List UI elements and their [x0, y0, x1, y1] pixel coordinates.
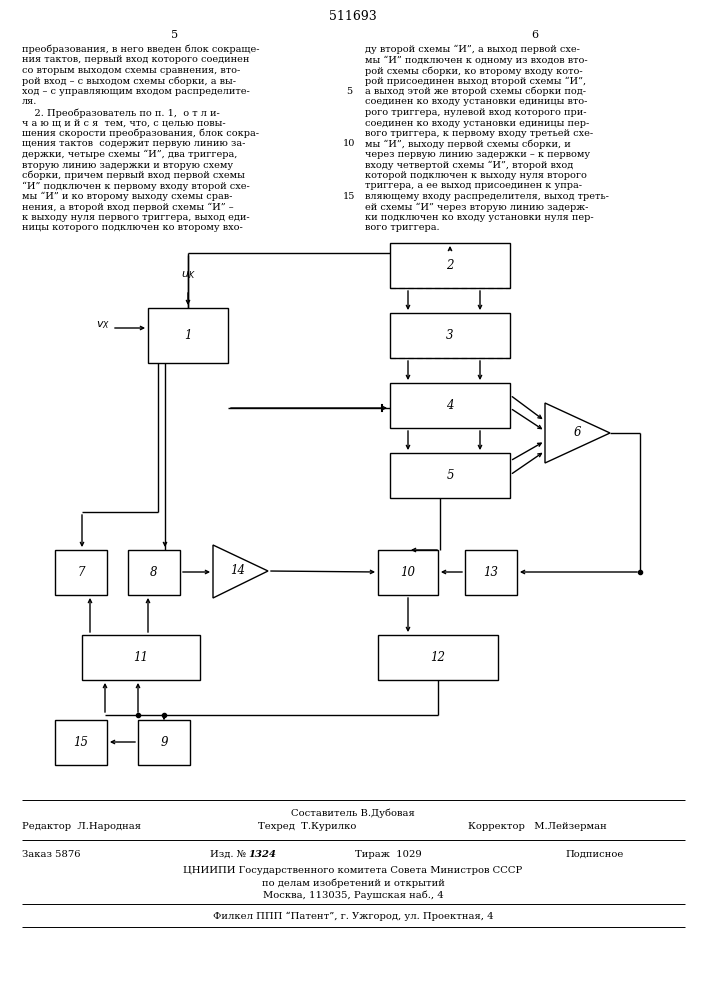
Text: “И” подключен к первому входу второй схе-: “И” подключен к первому входу второй схе… [22, 182, 250, 191]
Bar [378, 550, 438, 595]
Bar [138, 720, 190, 765]
Bar [128, 550, 180, 595]
Bar [390, 383, 510, 428]
Text: соединен ко входу установки единицы пер-: соединен ко входу установки единицы пер- [365, 118, 589, 127]
Text: мы “И” подключен к одному из входов вто-: мы “И” подключен к одному из входов вто- [365, 55, 588, 65]
Text: которой подключен к выходу нуля второго: которой подключен к выходу нуля второго [365, 171, 587, 180]
Text: Редактор  Л.Народная: Редактор Л.Народная [22, 822, 141, 831]
Text: 11: 11 [134, 651, 148, 664]
Text: входу четвертой схемы “И”, второй вход: входу четвертой схемы “И”, второй вход [365, 160, 573, 170]
Polygon shape [213, 545, 268, 598]
Text: 10: 10 [400, 566, 416, 579]
Text: 6: 6 [532, 30, 539, 40]
Text: ч а ю щ и й с я  тем, что, с целью повы-: ч а ю щ и й с я тем, что, с целью повы- [22, 118, 226, 127]
Bar [465, 550, 517, 595]
Bar [378, 635, 498, 680]
Text: 1324: 1324 [248, 850, 276, 859]
Text: 2: 2 [446, 259, 454, 272]
Bar [390, 453, 510, 498]
Text: рой присоединен выход второй схемы “И”,: рой присоединен выход второй схемы “И”, [365, 77, 586, 86]
Bar [55, 720, 107, 765]
Bar [55, 550, 107, 595]
Text: к выходу нуля первого триггера, выход еди-: к выходу нуля первого триггера, выход ед… [22, 213, 250, 222]
Text: сборки, причем первый вход первой схемы: сборки, причем первый вход первой схемы [22, 171, 245, 180]
Text: Заказ 5876: Заказ 5876 [22, 850, 81, 859]
Text: вторую линию задержки и вторую схему: вторую линию задержки и вторую схему [22, 160, 233, 169]
Bar [82, 635, 200, 680]
Text: вого триггера, к первому входу третьей схе-: вого триггера, к первому входу третьей с… [365, 129, 593, 138]
Text: со вторым выходом схемы сравнения, вто-: со вторым выходом схемы сравнения, вто- [22, 66, 240, 75]
Text: шения скорости преобразования, блок сокра-: шения скорости преобразования, блок сокр… [22, 129, 259, 138]
Text: Составитель В.Дубовая: Составитель В.Дубовая [291, 808, 415, 818]
Bar [390, 313, 510, 358]
Text: ницы которого подключен ко второму вхо-: ницы которого подключен ко второму вхо- [22, 224, 243, 232]
Text: 7: 7 [77, 566, 85, 579]
Text: ля.: ля. [22, 98, 37, 106]
Text: 5: 5 [346, 87, 352, 96]
Text: Изд. №: Изд. № [210, 850, 246, 859]
Text: соединен ко входу установки единицы вто-: соединен ко входу установки единицы вто- [365, 98, 588, 106]
Text: ки подключен ко входу установки нуля пер-: ки подключен ко входу установки нуля пер… [365, 213, 594, 222]
Text: Тираж  1029: Тираж 1029 [355, 850, 422, 859]
Text: 8: 8 [151, 566, 158, 579]
Text: 13: 13 [484, 566, 498, 579]
Text: ЦНИИПИ Государственного комитета Совета Министров СССР: ЦНИИПИ Государственного комитета Совета … [183, 866, 522, 875]
Text: 15: 15 [343, 192, 355, 201]
Text: 4: 4 [446, 399, 454, 412]
Text: $u_K$: $u_K$ [181, 269, 195, 281]
Text: 5: 5 [171, 30, 179, 40]
Bar [148, 308, 228, 363]
Bar [390, 243, 510, 288]
Text: рого триггера, нулевой вход которого при-: рого триггера, нулевой вход которого при… [365, 108, 587, 117]
Text: 15: 15 [74, 736, 88, 749]
Text: триггера, а ее выход присоединен к упра-: триггера, а ее выход присоединен к упра- [365, 182, 582, 190]
Text: $v_X$: $v_X$ [96, 319, 110, 331]
Text: 5: 5 [446, 469, 454, 482]
Text: 1: 1 [185, 329, 192, 342]
Text: 511693: 511693 [329, 10, 377, 23]
Text: Филкел ППП “Патент”, г. Ужгород, ул. Проектная, 4: Филкел ППП “Патент”, г. Ужгород, ул. Про… [213, 912, 493, 921]
Text: мы “И” и ко второму выходу схемы срав-: мы “И” и ко второму выходу схемы срав- [22, 192, 233, 201]
Text: 10: 10 [343, 139, 355, 148]
Text: 3: 3 [446, 329, 454, 342]
Text: Техред  Т.Курилко: Техред Т.Курилко [258, 822, 356, 831]
Text: Корректор   М.Лейзерман: Корректор М.Лейзерман [468, 822, 607, 831]
Text: ния тактов, первый вход которого соединен: ния тактов, первый вход которого соедине… [22, 55, 250, 64]
Text: держки, четыре схемы “И”, два триггера,: держки, четыре схемы “И”, два триггера, [22, 150, 238, 159]
Text: мы “И”, выходу первой схемы сборки, и: мы “И”, выходу первой схемы сборки, и [365, 139, 571, 149]
Text: щения тактов  содержит первую линию за-: щения тактов содержит первую линию за- [22, 139, 245, 148]
Text: преобразования, в него введен блок сокраще-: преобразования, в него введен блок сокра… [22, 45, 259, 54]
Text: через первую линию задержки – к первому: через первую линию задержки – к первому [365, 150, 590, 159]
Text: Москва, 113035, Раушская наб., 4: Москва, 113035, Раушская наб., 4 [262, 890, 443, 900]
Text: 2. Преобразователь по п. 1,  о т л и-: 2. Преобразователь по п. 1, о т л и- [22, 108, 220, 117]
Text: по делам изобретений и открытий: по делам изобретений и открытий [262, 878, 445, 888]
Text: а выход этой же второй схемы сборки под-: а выход этой же второй схемы сборки под- [365, 87, 586, 97]
Text: вого триггера.: вого триггера. [365, 224, 440, 232]
Text: 9: 9 [160, 736, 168, 749]
Polygon shape [545, 403, 610, 463]
Text: ей схемы “И” через вторую линию задерж-: ей схемы “И” через вторую линию задерж- [365, 202, 588, 212]
Text: нения, а второй вход первой схемы “И” –: нения, а второй вход первой схемы “И” – [22, 202, 233, 212]
Text: вляющему входу распределителя, выход треть-: вляющему входу распределителя, выход тре… [365, 192, 609, 201]
Text: рой схемы сборки, ко второму входу кото-: рой схемы сборки, ко второму входу кото- [365, 66, 583, 76]
Text: 12: 12 [431, 651, 445, 664]
Text: 14: 14 [230, 564, 245, 578]
Text: ход – с управляющим входом распределите-: ход – с управляющим входом распределите- [22, 87, 250, 96]
Text: рой вход – с выходом схемы сборки, а вы-: рой вход – с выходом схемы сборки, а вы- [22, 77, 236, 86]
Text: Подписное: Подписное [565, 850, 624, 859]
Text: ду второй схемы “И”, а выход первой схе-: ду второй схемы “И”, а выход первой схе- [365, 45, 580, 54]
Text: 6: 6 [573, 426, 580, 440]
